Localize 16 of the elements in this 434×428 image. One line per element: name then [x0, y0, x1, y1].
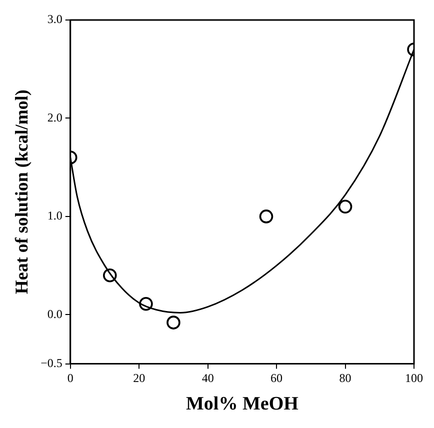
point: [259, 210, 274, 224]
x-tick-label: 0: [67, 371, 74, 386]
x-tick-label: 60: [270, 371, 283, 386]
x-tick-label: 100: [405, 371, 423, 386]
x-axis-title: Mol% MeOH: [186, 394, 299, 415]
y-tick-label: 1.0: [47, 208, 62, 223]
x-tick-label: 40: [202, 371, 214, 386]
y-tick-label: 2.0: [47, 110, 62, 124]
point: [166, 316, 180, 330]
y-axis-title: Heat of solution (kcal/mol): [11, 90, 32, 294]
point: [338, 200, 352, 214]
y-tick-label: −0.5: [40, 356, 62, 370]
x-tick-label: 20: [133, 371, 146, 386]
y-tick-label: 0.0: [47, 306, 62, 321]
y-tick-label: 3.0: [47, 12, 62, 26]
x-tick-label: 80: [339, 371, 352, 386]
